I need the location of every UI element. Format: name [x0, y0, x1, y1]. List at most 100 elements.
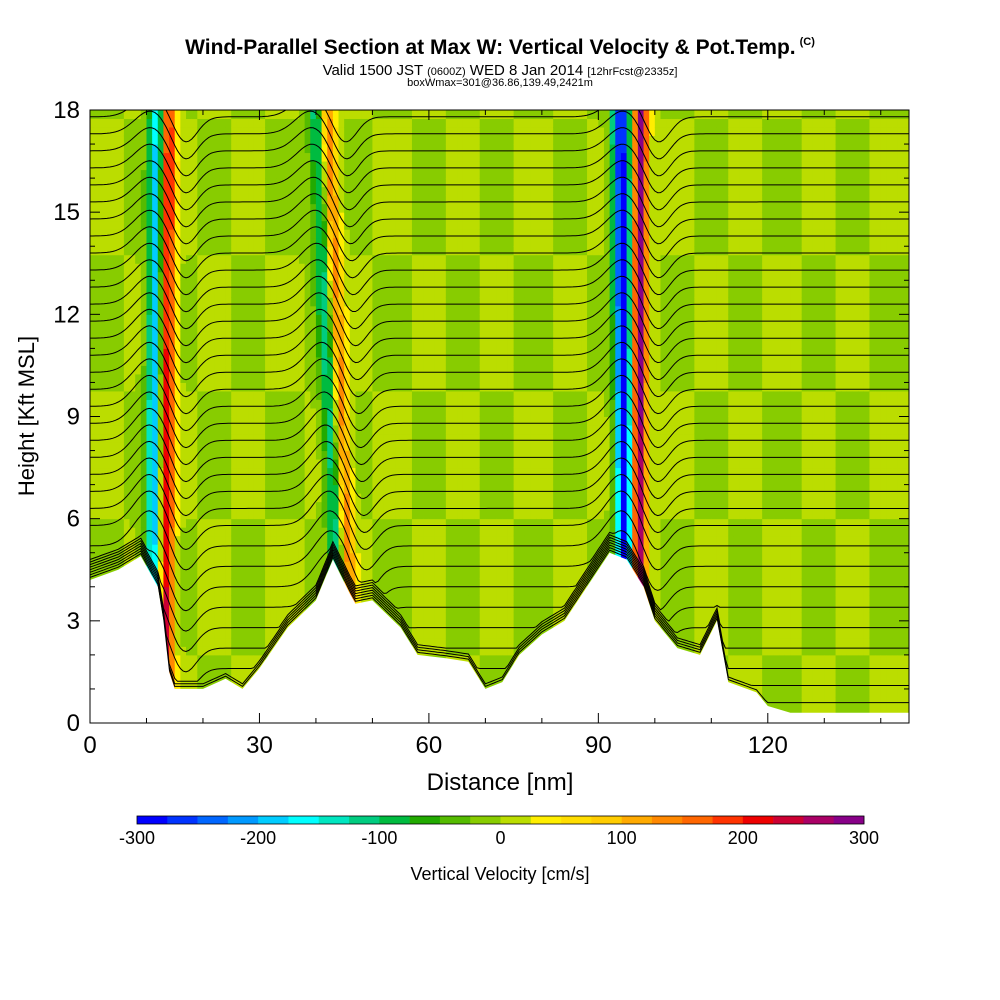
- velocity-cell: [400, 535, 407, 545]
- velocity-cell: [298, 195, 306, 205]
- velocity-cell: [293, 263, 300, 273]
- velocity-cell: [236, 127, 244, 137]
- velocity-cell: [152, 518, 159, 528]
- velocity-cell: [282, 425, 289, 435]
- velocity-cell: [140, 271, 147, 281]
- velocity-cell: [411, 110, 419, 120]
- velocity-cell: [462, 561, 469, 571]
- velocity-cell: [468, 127, 475, 137]
- velocity-cell: [169, 339, 176, 349]
- velocity-cell: [332, 186, 340, 196]
- velocity-cell: [428, 459, 436, 469]
- velocity-cell: [259, 280, 266, 290]
- velocity-cell: [231, 271, 238, 281]
- velocity-cell: [440, 373, 447, 383]
- velocity-cell: [321, 195, 328, 205]
- velocity-cell: [140, 510, 147, 520]
- velocity-cell: [315, 297, 323, 307]
- velocity-cell: [445, 186, 452, 196]
- velocity-cell: [445, 178, 452, 188]
- velocity-cell: [236, 425, 244, 435]
- velocity-cell: [208, 373, 215, 383]
- velocity-cell: [140, 535, 147, 545]
- velocity-cell: [236, 459, 244, 469]
- velocity-cell: [157, 425, 164, 435]
- velocity-cell: [315, 254, 323, 264]
- velocity-cell: [474, 305, 481, 315]
- velocity-cell: [468, 254, 475, 264]
- velocity-cell: [304, 527, 311, 537]
- velocity-cell: [445, 280, 452, 290]
- velocity-cell: [389, 263, 396, 273]
- velocity-cell: [129, 237, 136, 247]
- velocity-cell: [169, 144, 176, 154]
- velocity-cell: [253, 331, 260, 341]
- velocity-cell: [163, 118, 170, 128]
- velocity-cell: [298, 399, 306, 409]
- velocity-cell: [231, 654, 238, 664]
- velocity-cell: [270, 544, 277, 554]
- velocity-cell: [321, 246, 328, 256]
- velocity-cell: [338, 339, 345, 349]
- velocity-cell: [321, 390, 328, 400]
- velocity-cell: [428, 425, 436, 435]
- velocity-cell: [202, 178, 210, 188]
- velocity-cell: [349, 365, 356, 375]
- velocity-cell: [242, 186, 249, 196]
- velocity-cell: [157, 373, 164, 383]
- velocity-cell: [202, 425, 210, 435]
- velocity-cell: [361, 254, 368, 264]
- velocity-cell: [293, 527, 300, 537]
- velocity-cell: [276, 586, 283, 596]
- velocity-cell: [174, 569, 181, 579]
- velocity-cell: [163, 220, 170, 230]
- velocity-cell: [287, 527, 294, 537]
- velocity-cell: [152, 484, 159, 494]
- velocity-cell: [214, 467, 221, 477]
- velocity-cell: [361, 161, 368, 171]
- velocity-cell: [423, 254, 430, 264]
- velocity-cell: [169, 612, 176, 622]
- velocity-cell: [248, 484, 255, 494]
- velocity-cell: [208, 127, 215, 137]
- velocity-cell: [208, 212, 215, 222]
- velocity-cell: [378, 433, 385, 443]
- velocity-cell: [423, 297, 430, 307]
- velocity-cell: [378, 356, 385, 366]
- velocity-cell: [123, 467, 131, 477]
- velocity-cell: [282, 407, 289, 417]
- velocity-cell: [276, 459, 283, 469]
- velocity-cell: [440, 433, 447, 443]
- velocity-cell: [315, 186, 323, 196]
- velocity-cell: [118, 501, 125, 511]
- velocity-cell: [332, 450, 340, 460]
- velocity-cell: [169, 603, 176, 613]
- velocity-cell: [468, 569, 475, 579]
- velocity-cell: [428, 297, 436, 307]
- velocity-cell: [372, 399, 379, 409]
- velocity-cell: [270, 331, 277, 341]
- velocity-cell: [287, 603, 294, 613]
- velocity-cell: [417, 561, 424, 571]
- velocity-cell: [163, 127, 170, 137]
- velocity-cell: [123, 246, 131, 256]
- velocity-cell: [174, 305, 181, 315]
- velocity-cell: [372, 271, 379, 281]
- velocity-cell: [95, 493, 102, 503]
- velocity-cell: [152, 407, 159, 417]
- velocity-cell: [152, 118, 159, 128]
- velocity-cell: [265, 518, 272, 528]
- velocity-cell: [344, 186, 351, 196]
- velocity-cell: [157, 237, 164, 247]
- velocity-cell: [462, 569, 469, 579]
- velocity-cell: [214, 544, 221, 554]
- velocity-cell: [140, 135, 147, 145]
- velocity-cell: [417, 518, 424, 528]
- velocity-cell: [118, 527, 125, 537]
- velocity-cell: [293, 595, 300, 605]
- velocity-cell: [242, 169, 249, 179]
- velocity-cell: [259, 186, 266, 196]
- velocity-cell: [378, 237, 385, 247]
- velocity-cell: [338, 220, 345, 230]
